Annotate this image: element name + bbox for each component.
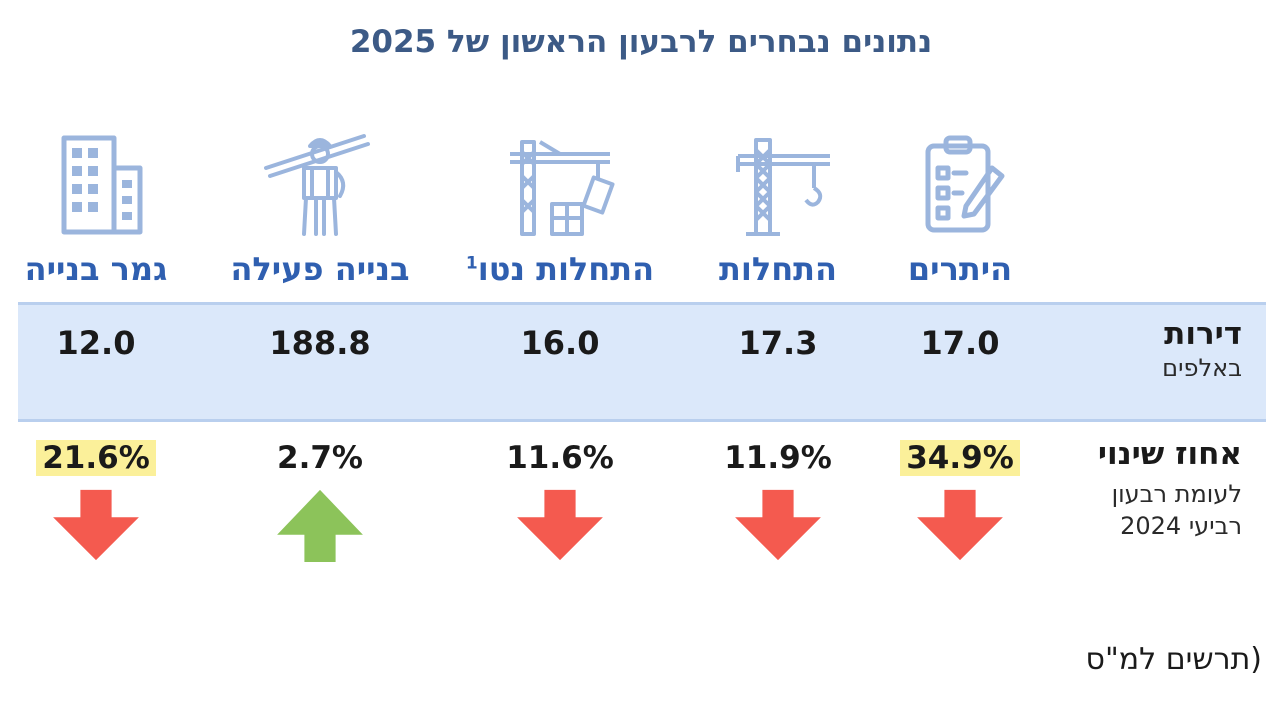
category-label: גמר בנייה: [0, 250, 206, 288]
arrow-down-icon: [728, 486, 828, 564]
category-label-text: היתרים: [907, 250, 1013, 288]
construction-worker-icon: [260, 128, 380, 240]
change-row-header: אחוז שינוי לעומת רבעון רביעי 2024: [1098, 436, 1242, 542]
category-label: היתרים: [850, 250, 1070, 288]
values-band: [18, 302, 1266, 422]
change-value-text: 2.7%: [277, 440, 363, 476]
change-value-text: 11.9%: [724, 440, 832, 476]
change-value-text: 11.6%: [506, 440, 614, 476]
change-value-text: 34.9%: [900, 440, 1020, 476]
change-sub-label-1: לעומת רבעון: [1111, 480, 1242, 508]
arrow-down-icon: [510, 486, 610, 564]
arrow-down-icon: [910, 486, 1010, 564]
source-note: (תרשים למ"ס: [1085, 642, 1262, 677]
category-label-text: התחלות: [718, 250, 838, 288]
change-value-text: 21.6%: [36, 440, 156, 476]
footnote-marker: 1: [465, 253, 478, 274]
units-value: 16.0: [520, 324, 600, 362]
units-sub-label: באלפים: [1162, 354, 1242, 382]
category-label-text: גמר בנייה: [24, 250, 168, 288]
category-label: התחלות: [668, 250, 888, 288]
arrow-up-icon: [270, 486, 370, 564]
units-value: 188.8: [269, 324, 371, 362]
category-label: בנייה פעילה: [210, 250, 430, 288]
arrow-down-icon: [46, 486, 146, 564]
change-sub-label-2: רביעי 2024: [1120, 512, 1242, 540]
office-building-icon: [36, 128, 156, 240]
change-value: 21.6%: [0, 440, 196, 476]
tower-crane-icon: [718, 128, 838, 240]
units-value: 17.3: [738, 324, 818, 362]
category-label: התחלות נטו1: [450, 250, 670, 288]
change-value: 34.9%: [860, 440, 1060, 476]
category-label-text: בנייה פעילה: [230, 250, 410, 288]
units-label: דירות: [1164, 316, 1242, 352]
change-value: 11.6%: [460, 440, 660, 476]
change-value: 2.7%: [220, 440, 420, 476]
change-label: אחוז שינוי: [1097, 436, 1242, 472]
chart-title: נתונים נבחרים לרבעון הראשון של 2025: [349, 24, 933, 60]
units-value: 12.0: [56, 324, 136, 362]
units-row-header: דירות באלפים: [1162, 316, 1242, 384]
change-value: 11.9%: [678, 440, 878, 476]
category-label-text: התחלות נטו: [477, 250, 655, 288]
units-value: 17.0: [920, 324, 1000, 362]
crane-building-icon: [500, 128, 620, 240]
permit-clipboard-icon: [900, 128, 1020, 240]
